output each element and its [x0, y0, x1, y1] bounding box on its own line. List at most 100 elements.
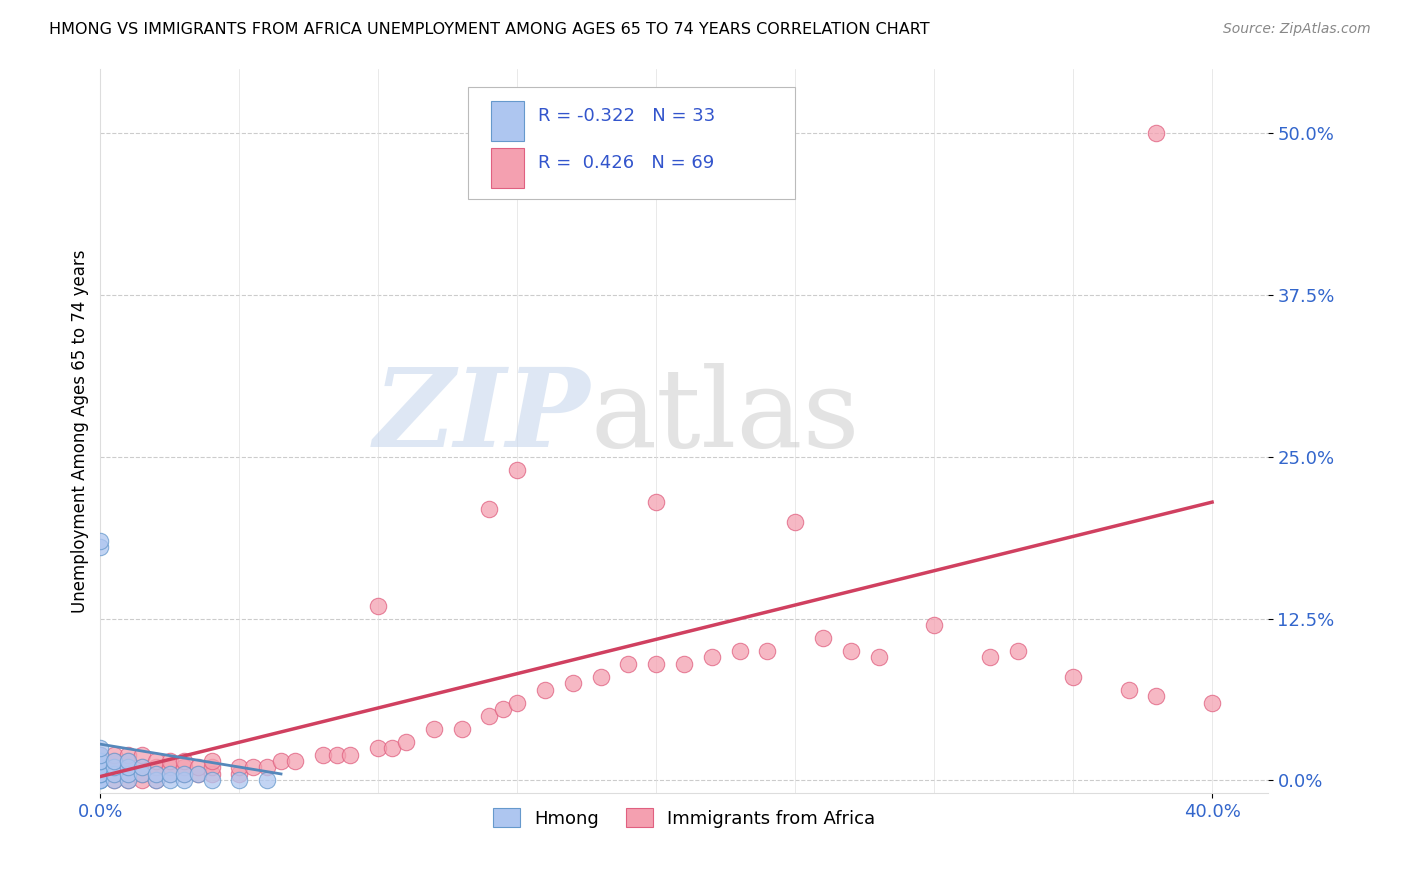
- Point: [117, 773, 139, 788]
- Point: [645, 657, 668, 671]
- FancyBboxPatch shape: [468, 87, 794, 199]
- Point: [839, 644, 862, 658]
- Point: [506, 463, 529, 477]
- Point: [159, 754, 181, 768]
- Point: [478, 501, 501, 516]
- Point: [492, 702, 515, 716]
- Point: [89, 767, 111, 781]
- Point: [200, 754, 222, 768]
- Point: [1146, 690, 1168, 704]
- Point: [103, 767, 125, 781]
- Point: [145, 754, 167, 768]
- Point: [117, 747, 139, 762]
- Point: [131, 773, 153, 788]
- Point: [117, 767, 139, 781]
- Point: [89, 754, 111, 768]
- Point: [117, 754, 139, 768]
- Point: [187, 767, 209, 781]
- Point: [617, 657, 640, 671]
- Point: [1146, 126, 1168, 140]
- Legend: Hmong, Immigrants from Africa: Hmong, Immigrants from Africa: [485, 801, 883, 835]
- Point: [117, 773, 139, 788]
- Point: [256, 773, 278, 788]
- Point: [979, 650, 1001, 665]
- Point: [173, 754, 195, 768]
- Point: [145, 773, 167, 788]
- Point: [173, 773, 195, 788]
- Point: [728, 644, 751, 658]
- Point: [922, 618, 945, 632]
- Point: [89, 767, 111, 781]
- Point: [450, 722, 472, 736]
- Point: [159, 767, 181, 781]
- Point: [89, 760, 111, 774]
- Point: [103, 747, 125, 762]
- Point: [589, 670, 612, 684]
- Point: [103, 773, 125, 788]
- Point: [131, 760, 153, 774]
- Point: [89, 773, 111, 788]
- Point: [117, 760, 139, 774]
- Point: [868, 650, 890, 665]
- Point: [89, 767, 111, 781]
- Point: [228, 773, 250, 788]
- Point: [89, 541, 111, 555]
- Point: [103, 754, 125, 768]
- Point: [103, 754, 125, 768]
- Point: [131, 760, 153, 774]
- Point: [159, 773, 181, 788]
- Text: Source: ZipAtlas.com: Source: ZipAtlas.com: [1223, 22, 1371, 37]
- Point: [228, 767, 250, 781]
- Point: [284, 754, 307, 768]
- Y-axis label: Unemployment Among Ages 65 to 74 years: Unemployment Among Ages 65 to 74 years: [72, 249, 89, 613]
- Point: [103, 773, 125, 788]
- Bar: [492, 148, 524, 188]
- Point: [117, 754, 139, 768]
- Point: [200, 767, 222, 781]
- Point: [145, 773, 167, 788]
- Point: [89, 747, 111, 762]
- Point: [1007, 644, 1029, 658]
- Point: [173, 760, 195, 774]
- Point: [200, 760, 222, 774]
- Point: [256, 760, 278, 774]
- Point: [117, 767, 139, 781]
- Point: [103, 760, 125, 774]
- Point: [131, 767, 153, 781]
- Point: [312, 747, 335, 762]
- Point: [506, 696, 529, 710]
- Point: [131, 767, 153, 781]
- Point: [672, 657, 695, 671]
- Point: [242, 760, 264, 774]
- Text: HMONG VS IMMIGRANTS FROM AFRICA UNEMPLOYMENT AMONG AGES 65 TO 74 YEARS CORRELATI: HMONG VS IMMIGRANTS FROM AFRICA UNEMPLOY…: [49, 22, 929, 37]
- Text: ZIP: ZIP: [374, 363, 591, 470]
- Point: [811, 631, 834, 645]
- Text: atlas: atlas: [591, 363, 860, 470]
- Point: [103, 767, 125, 781]
- Point: [534, 682, 557, 697]
- Point: [145, 767, 167, 781]
- Point: [1201, 696, 1223, 710]
- Point: [381, 741, 404, 756]
- Text: R = -0.322   N = 33: R = -0.322 N = 33: [538, 107, 716, 125]
- Point: [785, 515, 807, 529]
- Point: [187, 760, 209, 774]
- Point: [173, 767, 195, 781]
- Point: [228, 760, 250, 774]
- Point: [103, 760, 125, 774]
- Point: [173, 767, 195, 781]
- Point: [700, 650, 723, 665]
- Point: [423, 722, 446, 736]
- Point: [145, 767, 167, 781]
- Point: [117, 760, 139, 774]
- Point: [89, 754, 111, 768]
- Point: [89, 754, 111, 768]
- Point: [367, 599, 389, 613]
- Point: [89, 747, 111, 762]
- Point: [145, 760, 167, 774]
- Point: [89, 533, 111, 548]
- Point: [89, 741, 111, 756]
- Point: [478, 708, 501, 723]
- Point: [1062, 670, 1084, 684]
- Point: [756, 644, 779, 658]
